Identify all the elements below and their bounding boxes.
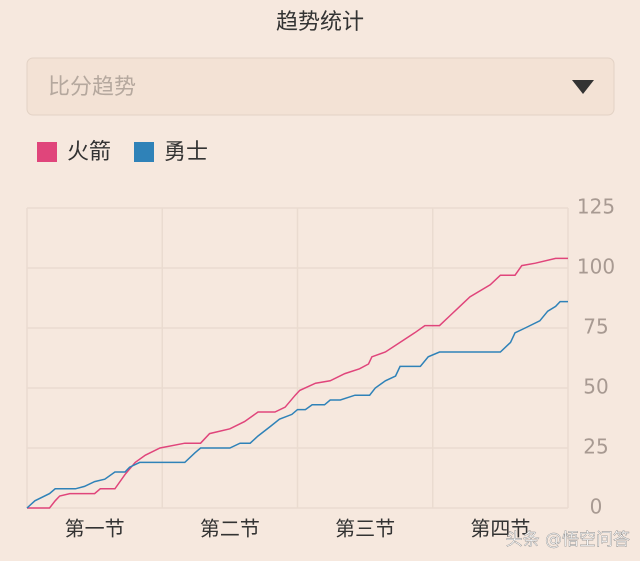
dropdown[interactable] [26, 57, 615, 116]
y-tick-label: 100 [577, 255, 615, 279]
y-tick-label: 125 [577, 195, 615, 219]
dropdown-text: 比分趋势 [48, 75, 136, 100]
x-tick-label: 第二节 [200, 517, 260, 541]
legend-swatch [37, 142, 57, 162]
y-tick-label: 75 [583, 315, 608, 339]
dropdown-arrow [572, 80, 594, 94]
series-line [27, 257, 568, 509]
y-tick-label: 25 [583, 435, 608, 459]
y-tick-label: 50 [583, 375, 608, 399]
legend-label: 火箭 [67, 140, 111, 165]
x-tick-label: 第一节 [65, 517, 125, 541]
x-tick-label: 第四节 [470, 517, 530, 541]
watermark: 头条 @悟空问答 [506, 530, 630, 550]
legend-swatch [134, 142, 154, 162]
x-tick-label: 第三节 [335, 517, 395, 541]
y-tick-label: 0 [590, 495, 603, 519]
series-line [26, 300, 568, 509]
legend-label: 勇士 [164, 140, 208, 165]
page-title: 趋势统计 [276, 10, 364, 35]
